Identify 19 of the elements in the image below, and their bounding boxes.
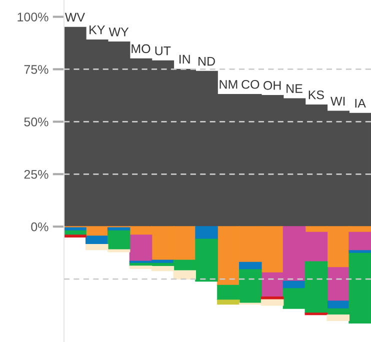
x-tick-label: WI: [330, 96, 345, 106]
y-tick-label: 50%: [24, 117, 48, 126]
x-tick-label: IN: [180, 54, 190, 64]
y-tick-label: 100%: [18, 12, 48, 22]
x-tick-label: WV: [64, 12, 85, 22]
x-tick-label: KY: [90, 26, 105, 34]
y-tick-label: 0%: [31, 222, 48, 232]
y-tick-label: 25%: [24, 170, 48, 179]
x-tick-label: ND: [198, 56, 215, 66]
x-tick-label: IA: [355, 98, 366, 108]
x-tick-label: MO: [132, 44, 150, 54]
x-tick-label: UT: [155, 46, 171, 56]
x-tick-label: WY: [108, 28, 129, 36]
x-tick-label: CO: [242, 80, 260, 89]
x-tick-label: KS: [308, 90, 324, 100]
x-tick-label: OH: [264, 80, 281, 90]
y-tick-label: 75%: [24, 65, 48, 74]
x-tick-label: NM: [220, 80, 238, 89]
x-tick-label: NE: [286, 84, 302, 93]
